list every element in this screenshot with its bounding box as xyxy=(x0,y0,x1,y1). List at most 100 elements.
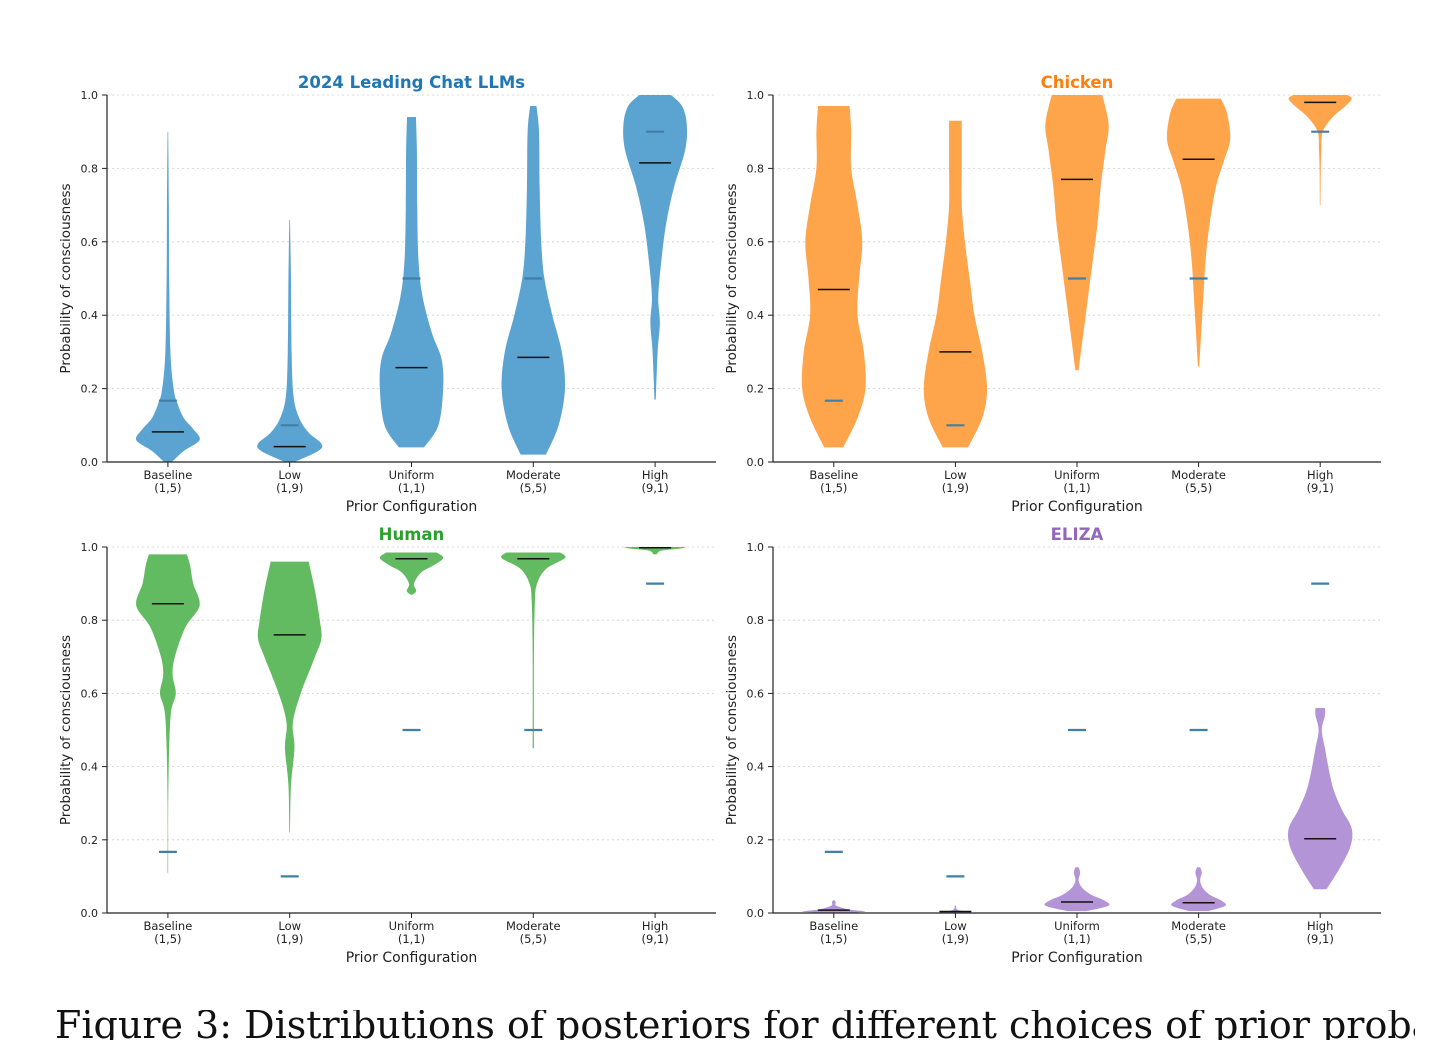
y-tick-label: 0.2 xyxy=(747,383,765,396)
x-tick-params: (1,5) xyxy=(820,932,847,946)
x-axis-label: Prior Configuration xyxy=(1011,499,1143,515)
y-tick-label: 0.4 xyxy=(747,309,765,322)
y-tick-label: 0.0 xyxy=(81,456,99,469)
panel-title: 2024 Leading Chat LLMs xyxy=(298,73,525,92)
violin-high xyxy=(1288,95,1352,206)
x-tick-label: Low xyxy=(944,468,967,482)
x-tick-label: High xyxy=(1307,468,1333,482)
x-tick-params: (9,1) xyxy=(641,481,668,495)
x-tick-params: (1,5) xyxy=(154,932,181,946)
y-axis-label: Probability of consciousness xyxy=(724,183,740,373)
violin-uniform xyxy=(379,117,444,448)
panel-title: Human xyxy=(379,525,445,544)
violin-high xyxy=(623,547,687,555)
y-tick-label: 0.2 xyxy=(81,383,99,396)
y-tick-label: 0.8 xyxy=(747,614,765,627)
y-tick-label: 0.4 xyxy=(747,761,765,774)
y-tick-label: 0.8 xyxy=(81,614,99,627)
y-tick-label: 0.6 xyxy=(747,687,765,700)
x-tick-label: Low xyxy=(278,468,301,482)
x-tick-label: Baseline xyxy=(809,468,858,482)
y-tick-label: 1.0 xyxy=(747,89,765,102)
x-tick-label: Uniform xyxy=(1054,919,1100,933)
x-tick-label: Baseline xyxy=(144,468,193,482)
y-tick-label: 0.4 xyxy=(81,309,99,322)
x-tick-params: (1,9) xyxy=(942,481,969,495)
y-tick-label: 0.4 xyxy=(81,761,99,774)
violin-moderate xyxy=(1171,867,1227,912)
figure-caption: Figure 3: Distributions of posteriors fo… xyxy=(55,1010,1415,1040)
x-tick-label: High xyxy=(1307,919,1333,933)
y-tick-label: 0.6 xyxy=(747,236,765,249)
x-tick-params: (1,9) xyxy=(942,932,969,946)
y-tick-label: 0.0 xyxy=(81,907,99,920)
x-tick-label: Baseline xyxy=(144,919,193,933)
x-tick-params: (9,1) xyxy=(641,932,668,946)
y-tick-label: 0.6 xyxy=(81,687,99,700)
violin-high xyxy=(1287,708,1353,890)
y-tick-label: 0.8 xyxy=(747,162,765,175)
y-tick-label: 0.6 xyxy=(81,236,99,249)
panel-2: 0.0 0.2 0.4 0.6 0.8 1.0 Baseline(1,5) Low(1,9) U… xyxy=(724,73,1381,515)
y-axis-label: Probability of consciousness xyxy=(58,635,74,825)
x-tick-label: Low xyxy=(278,919,301,933)
y-tick-label: 0.0 xyxy=(747,907,765,920)
x-tick-params: (5,5) xyxy=(1185,481,1212,495)
x-tick-params: (1,5) xyxy=(820,481,847,495)
violin-low xyxy=(939,905,972,913)
x-tick-params: (1,9) xyxy=(276,481,303,495)
violin-baseline xyxy=(802,900,866,913)
x-tick-params: (5,5) xyxy=(1185,932,1212,946)
x-tick-params: (1,9) xyxy=(276,932,303,946)
x-tick-label: Moderate xyxy=(1171,919,1226,933)
x-tick-label: High xyxy=(642,919,668,933)
x-axis-label: Prior Configuration xyxy=(1011,950,1143,966)
violin-moderate xyxy=(501,552,566,749)
y-tick-label: 0.2 xyxy=(81,834,99,847)
x-tick-params: (1,1) xyxy=(1063,481,1090,495)
violin-uniform xyxy=(379,552,444,595)
x-tick-label: Uniform xyxy=(389,919,435,933)
x-tick-params: (5,5) xyxy=(520,932,547,946)
x-tick-params: (9,1) xyxy=(1307,481,1334,495)
x-tick-label: Baseline xyxy=(809,919,858,933)
x-tick-params: (1,1) xyxy=(398,932,425,946)
panel-title: ELIZA xyxy=(1051,525,1104,544)
violin-baseline xyxy=(136,554,200,873)
violin-low xyxy=(257,561,322,833)
y-tick-label: 1.0 xyxy=(81,541,99,554)
x-axis-label: Prior Configuration xyxy=(346,950,478,966)
violin-low xyxy=(257,219,323,462)
violin-high xyxy=(623,95,688,400)
x-tick-params: (1,1) xyxy=(1063,932,1090,946)
panel-3: 0.0 0.2 0.4 0.6 0.8 1.0 Baseline(1,5) Low(1,9) U… xyxy=(58,525,716,966)
violin-baseline xyxy=(135,131,200,462)
y-tick-label: 0.8 xyxy=(81,162,99,175)
y-tick-label: 1.0 xyxy=(747,541,765,554)
x-tick-params: (1,1) xyxy=(398,481,425,495)
y-tick-label: 0.0 xyxy=(747,456,765,469)
x-tick-params: (1,5) xyxy=(154,481,181,495)
violin-baseline xyxy=(801,106,866,448)
x-tick-label: Uniform xyxy=(1054,468,1100,482)
violin-uniform xyxy=(1045,95,1109,371)
y-axis-label: Probability of consciousness xyxy=(724,635,740,825)
x-tick-label: Uniform xyxy=(389,468,435,482)
y-axis-label: Probability of consciousness xyxy=(58,183,74,373)
panel-4: 0.0 0.2 0.4 0.6 0.8 1.0 Baseline(1,5) Low(1,9) U… xyxy=(724,525,1381,966)
x-tick-label: Moderate xyxy=(506,919,561,933)
panel-1: 0.0 0.2 0.4 0.6 0.8 1.0 Baseline(1,5) Low(1,9) U… xyxy=(58,73,716,515)
x-tick-label: Moderate xyxy=(506,468,561,482)
violin-uniform xyxy=(1044,867,1110,912)
violin-moderate xyxy=(501,106,566,455)
y-tick-label: 1.0 xyxy=(81,89,99,102)
x-tick-label: Low xyxy=(944,919,967,933)
violin-low xyxy=(923,120,988,448)
x-tick-label: Moderate xyxy=(1171,468,1226,482)
x-axis-label: Prior Configuration xyxy=(346,499,478,515)
x-tick-params: (5,5) xyxy=(520,481,547,495)
x-tick-params: (9,1) xyxy=(1307,932,1334,946)
y-tick-label: 0.2 xyxy=(747,834,765,847)
x-tick-label: High xyxy=(642,468,668,482)
